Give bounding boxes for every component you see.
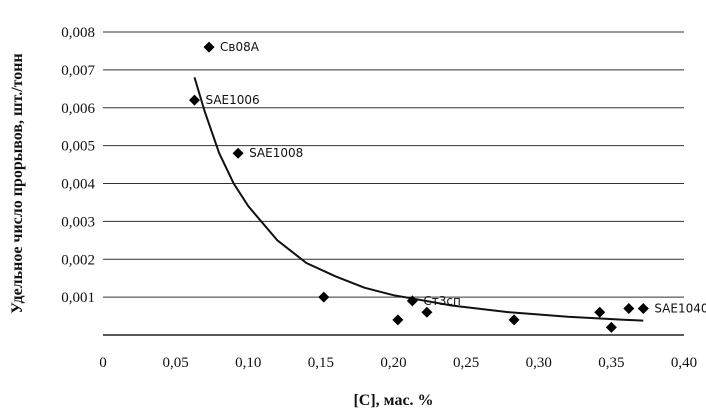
x-tick-labels: 0 0,05 0,10 0,15 0,20 0,25 0,30 0,35 0,40 [99, 355, 697, 371]
data-points [189, 41, 649, 333]
x-axis-title: [C], мас. % [353, 392, 433, 409]
data-point [623, 302, 635, 314]
x-tick-label: 0,05 [163, 355, 189, 371]
y-tick-label: 0,008 [61, 25, 95, 41]
point-label: Ст3сп [423, 294, 460, 308]
y-tick-label: 0,004 [61, 177, 95, 193]
point-label: Св08А [220, 40, 260, 54]
data-point [406, 295, 418, 307]
x-tick-label: 0,30 [526, 355, 552, 371]
y-tick-label: 0,007 [61, 63, 95, 79]
y-axis-title: Удельное число прорывов, шт./тонн [9, 53, 26, 313]
point-labels: Св08А SAE1006 SAE1008 Ст3сп SAE1040 [206, 40, 706, 315]
x-tick-label: 0 [99, 355, 107, 371]
data-point [189, 94, 201, 106]
data-point [203, 41, 215, 53]
point-label: SAE1008 [249, 146, 303, 160]
gridlines [103, 31, 684, 298]
data-point [637, 302, 649, 314]
x-tick-label: 0,10 [235, 355, 261, 371]
x-tick-label: 0,15 [308, 355, 334, 371]
x-tick-label: 0,35 [598, 355, 624, 371]
data-point [508, 314, 520, 326]
y-tick-label: 0,003 [61, 214, 95, 230]
data-point [421, 306, 433, 318]
point-label: SAE1040 [654, 301, 706, 315]
data-point [232, 147, 244, 159]
y-tick-labels: 0,001 0,002 0,003 0,004 0,005 0,006 0,007 0,008 [61, 25, 95, 306]
data-point [594, 306, 606, 318]
y-tick-label: 0,001 [61, 290, 95, 306]
x-tick-label: 0,20 [380, 355, 406, 371]
y-tick-label: 0,005 [61, 139, 95, 155]
data-point [392, 314, 404, 326]
data-point [605, 321, 617, 333]
x-tick-label: 0,40 [671, 355, 697, 371]
data-point [318, 291, 330, 303]
y-tick-label: 0,006 [61, 101, 95, 117]
trendline [193, 77, 644, 322]
x-tick-label: 0,25 [453, 355, 479, 371]
y-tick-label: 0,002 [61, 252, 95, 268]
point-label: SAE1006 [206, 93, 260, 107]
